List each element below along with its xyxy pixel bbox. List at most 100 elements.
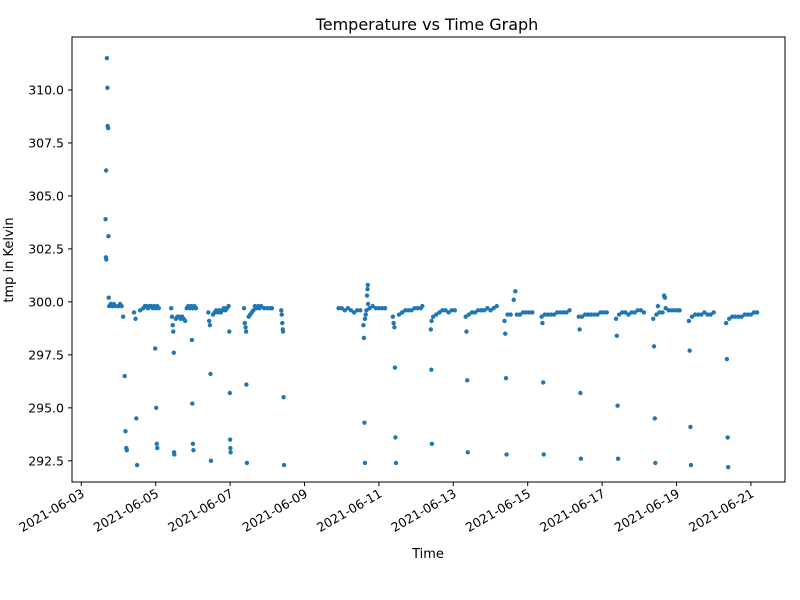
data-point — [545, 312, 551, 317]
data-point — [469, 310, 475, 315]
data-point — [227, 390, 233, 396]
data-point — [739, 314, 744, 319]
y-tick-label: 305.0 — [28, 188, 64, 203]
data-point — [243, 329, 249, 334]
data-point — [430, 314, 436, 319]
data-point — [227, 329, 232, 334]
data-point — [244, 460, 250, 466]
data-point — [564, 310, 569, 315]
data-point — [503, 375, 509, 381]
data-point — [399, 310, 405, 315]
data-point — [464, 329, 469, 334]
data-point — [339, 306, 344, 311]
data-point — [428, 327, 434, 332]
data-point — [206, 318, 212, 324]
data-point — [655, 303, 661, 309]
data-point — [367, 306, 372, 311]
data-point — [488, 308, 493, 313]
data-point — [651, 316, 656, 322]
data-point — [361, 322, 366, 328]
data-point — [122, 373, 127, 379]
data-point — [530, 310, 535, 315]
data-point — [733, 314, 738, 319]
data-point — [208, 458, 214, 464]
data-point — [614, 333, 620, 338]
data-point — [482, 308, 487, 313]
data-point — [652, 416, 657, 421]
data-point — [654, 312, 659, 317]
data-point — [244, 382, 249, 387]
data-point — [541, 380, 546, 385]
data-point — [345, 306, 351, 311]
data-point — [393, 460, 399, 466]
data-point — [172, 452, 177, 457]
data-point — [269, 306, 275, 311]
data-point — [742, 312, 747, 317]
data-point — [393, 435, 398, 440]
data-point — [241, 306, 247, 311]
data-point — [227, 437, 233, 442]
data-point — [520, 310, 526, 315]
y-tick-label: 307.5 — [28, 135, 64, 150]
data-point — [156, 306, 161, 311]
data-point — [514, 312, 520, 317]
data-point — [517, 312, 523, 317]
data-point — [104, 55, 110, 61]
data-point — [412, 306, 417, 311]
data-point — [578, 456, 584, 461]
data-point — [508, 312, 513, 317]
data-point — [541, 452, 546, 457]
data-point — [705, 312, 710, 317]
data-point — [548, 312, 554, 317]
data-point — [452, 308, 458, 313]
data-point — [503, 331, 508, 336]
y-tick-label: 292.5 — [28, 453, 64, 468]
data-point — [660, 310, 665, 315]
data-point — [542, 312, 547, 317]
data-point — [365, 282, 370, 288]
data-point — [677, 308, 682, 313]
y-axis-ticks: 292.5 295.0 297.5 300.0 302.5 305.0 307.5 310.0 — [28, 82, 72, 468]
data-point — [119, 303, 124, 309]
data-point — [736, 314, 741, 319]
data-point — [382, 306, 388, 311]
data-point — [699, 312, 704, 317]
data-point — [751, 310, 757, 315]
data-point — [208, 371, 213, 377]
data-point — [745, 312, 750, 317]
data-point — [392, 365, 398, 370]
data-point — [449, 308, 454, 313]
data-point — [358, 308, 363, 313]
data-point — [576, 314, 582, 319]
data-point — [429, 441, 435, 447]
data-point — [106, 295, 111, 300]
data-point — [539, 314, 544, 319]
data-point — [190, 401, 195, 406]
data-point — [598, 310, 603, 315]
data-point — [632, 310, 637, 315]
data-point — [351, 310, 357, 315]
data-point — [708, 312, 713, 317]
data-point — [466, 312, 471, 317]
data-point — [105, 125, 111, 131]
data-point — [620, 310, 625, 315]
data-point — [502, 318, 507, 324]
data-point — [348, 308, 354, 313]
data-point — [365, 286, 370, 292]
data-point — [103, 217, 108, 222]
data-point — [281, 395, 286, 400]
data-point — [279, 308, 284, 313]
data-point — [551, 312, 557, 317]
data-point — [669, 308, 675, 313]
data-point — [420, 303, 425, 309]
data-point — [504, 452, 509, 457]
data-point — [364, 308, 369, 313]
data-point — [362, 460, 368, 466]
data-point — [365, 301, 371, 307]
data-point — [228, 445, 233, 451]
data-point — [434, 312, 439, 317]
data-point — [105, 85, 110, 91]
y-tick-label: 297.5 — [28, 347, 64, 362]
data-point — [392, 325, 397, 330]
